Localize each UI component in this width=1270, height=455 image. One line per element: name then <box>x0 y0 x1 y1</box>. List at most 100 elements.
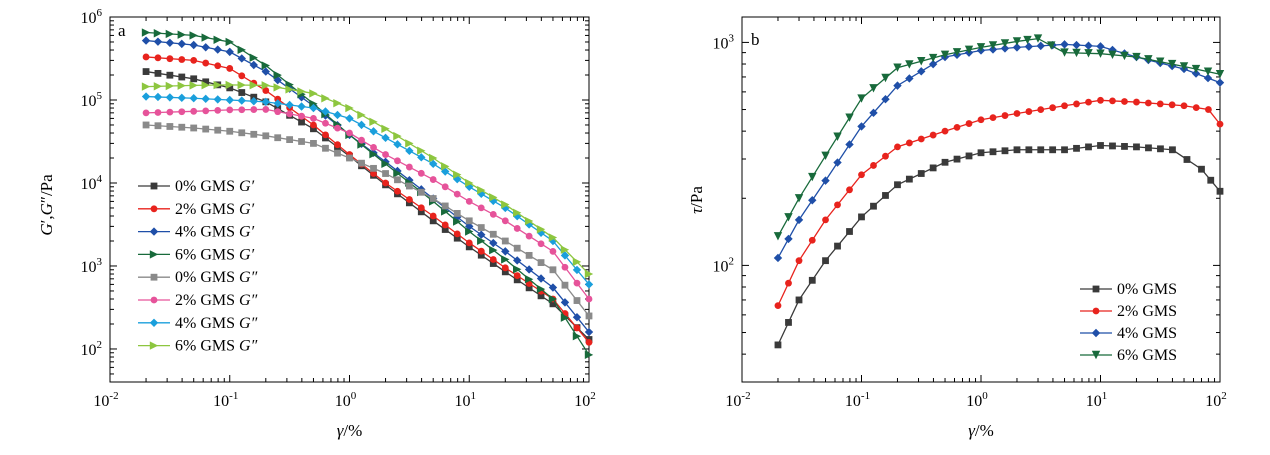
data-point <box>310 125 317 133</box>
data-point <box>1049 146 1057 154</box>
data-point <box>394 157 401 165</box>
data-point <box>584 280 594 289</box>
data-point <box>465 243 473 251</box>
x-tick-label: 102 <box>1205 390 1227 410</box>
data-point <box>808 236 816 244</box>
data-point <box>201 33 210 42</box>
legend-label: 2% GMS <box>1117 303 1177 320</box>
data-point <box>309 89 318 98</box>
data-point <box>989 114 997 122</box>
data-point <box>225 80 234 90</box>
data-point <box>382 170 389 177</box>
data-point <box>477 204 485 212</box>
data-point <box>297 87 306 96</box>
data-point <box>358 159 365 167</box>
data-point <box>822 257 829 265</box>
data-point <box>857 94 866 103</box>
data-point <box>225 47 234 57</box>
data-point <box>773 253 783 263</box>
data-point <box>572 257 582 267</box>
data-point <box>489 260 497 267</box>
data-point <box>441 162 450 171</box>
data-point <box>846 228 853 235</box>
data-point <box>513 208 522 217</box>
data-point <box>429 195 437 202</box>
series-line <box>145 70 590 340</box>
data-point <box>773 232 783 241</box>
data-point <box>1073 144 1080 152</box>
data-point <box>1120 51 1129 61</box>
data-point <box>1024 42 1034 51</box>
x-tick-label: 10-1 <box>845 390 870 410</box>
data-point <box>941 127 949 135</box>
data-point <box>965 120 973 127</box>
data-point <box>285 100 294 110</box>
data-point <box>917 170 925 177</box>
data-point <box>917 135 925 143</box>
data-point <box>857 122 866 131</box>
data-point <box>417 169 425 177</box>
data-point <box>429 176 437 183</box>
data-point <box>561 263 569 271</box>
legend-swatch-marker <box>1091 328 1101 338</box>
data-point <box>286 136 294 144</box>
data-point <box>584 350 594 360</box>
data-point <box>238 89 246 96</box>
series-0: 0% GMS <box>774 142 1224 349</box>
data-point <box>1001 112 1009 119</box>
data-point <box>322 119 329 127</box>
data-point <box>346 154 353 162</box>
data-point <box>226 84 234 92</box>
data-point <box>405 139 414 148</box>
data-point <box>142 109 150 117</box>
data-point <box>237 45 246 55</box>
data-point <box>309 103 318 113</box>
data-point <box>381 133 390 143</box>
data-point <box>953 123 961 131</box>
data-point <box>489 256 497 263</box>
data-point <box>1109 97 1116 105</box>
data-point <box>310 115 317 122</box>
data-point <box>189 81 198 90</box>
data-point <box>489 210 497 218</box>
data-point <box>1191 69 1201 78</box>
data-point <box>501 217 509 225</box>
data-point <box>226 106 234 114</box>
data-point <box>477 251 485 259</box>
data-point <box>417 204 425 212</box>
data-point <box>905 175 913 183</box>
data-point <box>153 82 163 91</box>
data-point <box>1203 67 1213 76</box>
data-point <box>1013 146 1021 154</box>
data-point <box>1203 73 1213 83</box>
y-tick-label: 106 <box>81 7 103 27</box>
legend-label: 0% GMS G′ <box>175 178 255 195</box>
series-5: 2% GMS G″ <box>138 106 593 309</box>
data-point <box>441 183 449 191</box>
data-point <box>1167 59 1177 69</box>
data-point <box>846 186 853 194</box>
data-point <box>453 234 461 242</box>
data-point <box>585 295 593 303</box>
data-point <box>154 122 162 130</box>
data-point <box>525 251 533 259</box>
data-point <box>536 225 546 234</box>
data-point <box>794 194 804 203</box>
data-point <box>201 94 210 104</box>
data-point <box>1096 49 1105 58</box>
data-point <box>477 247 485 255</box>
data-point <box>536 284 546 294</box>
data-point <box>1183 156 1191 163</box>
data-point <box>501 203 510 213</box>
data-point <box>429 159 438 169</box>
data-point <box>393 169 402 178</box>
data-point <box>394 187 401 195</box>
data-point <box>940 50 950 59</box>
data-point <box>560 251 570 260</box>
y-tick-label: 104 <box>81 173 103 193</box>
data-point <box>513 276 521 284</box>
data-point <box>1191 64 1201 74</box>
data-point <box>273 70 282 80</box>
data-point <box>334 149 341 157</box>
